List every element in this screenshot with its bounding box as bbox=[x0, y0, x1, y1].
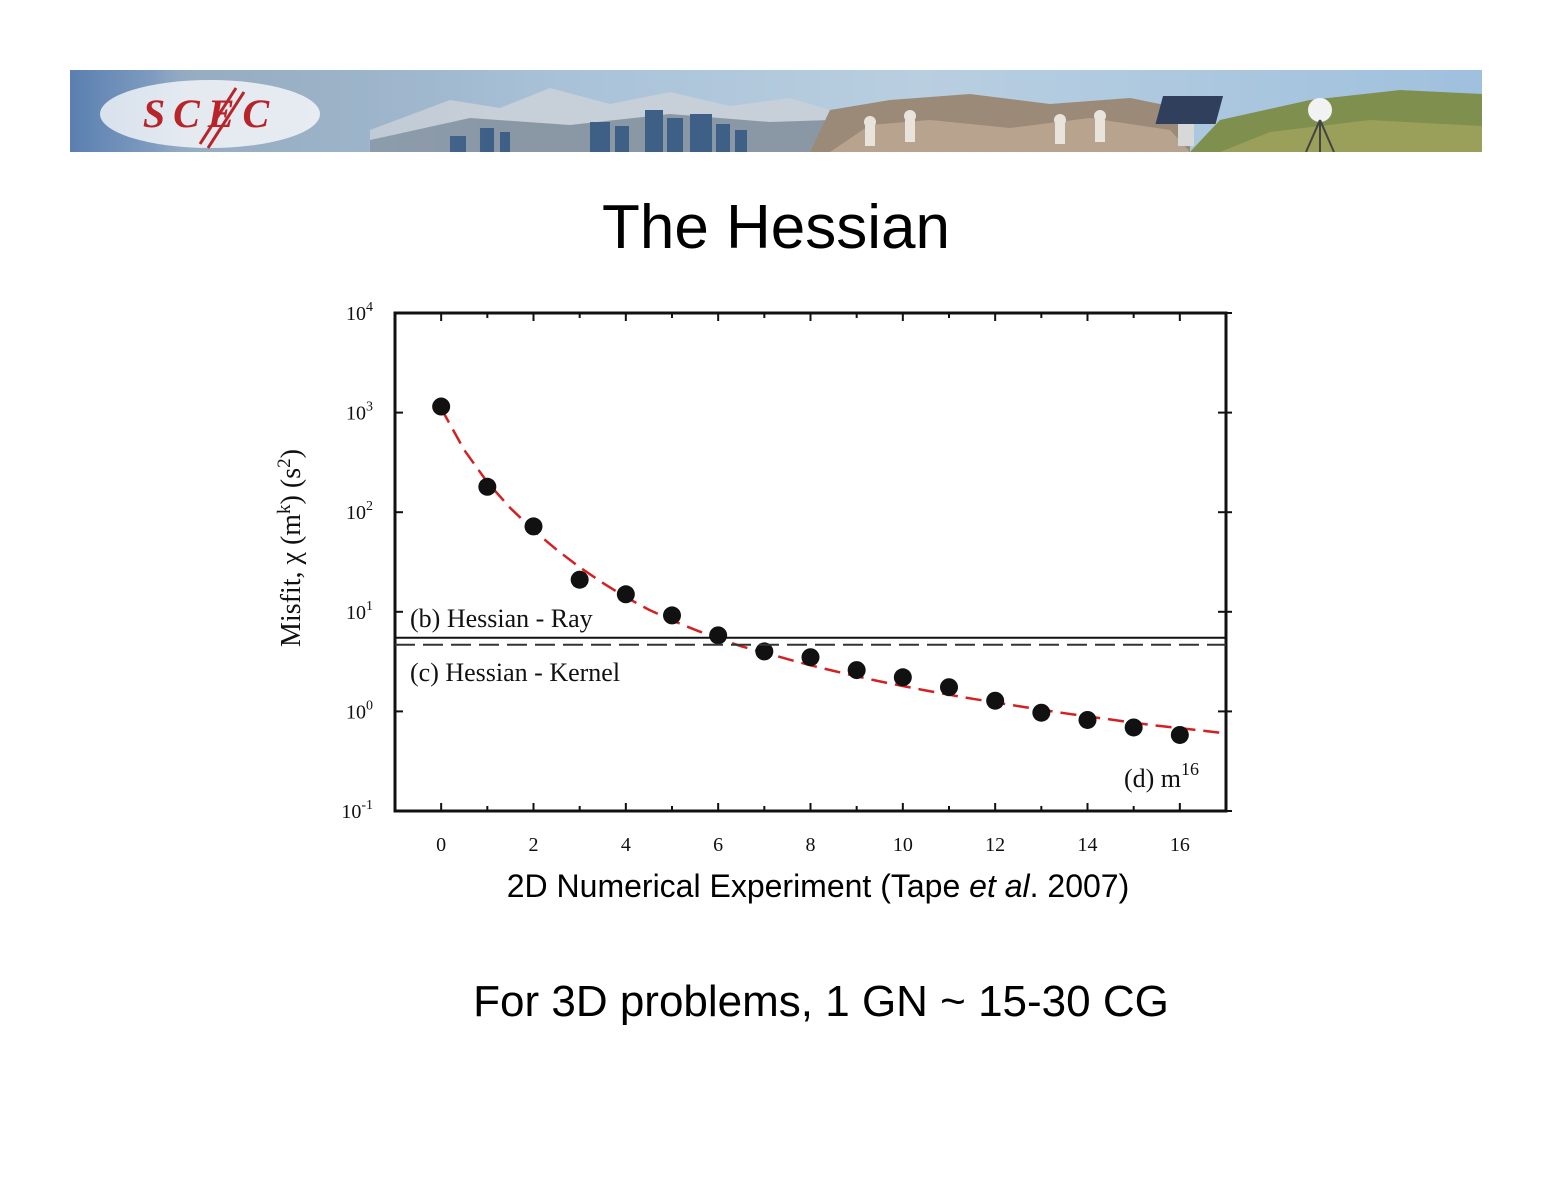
slide-title: The Hessian bbox=[601, 193, 951, 262]
x-tick-label: 12 bbox=[985, 834, 1005, 856]
y-tick-label: 10-1 bbox=[341, 798, 373, 823]
y-tick-label: 104 bbox=[346, 300, 373, 325]
header-banner: SCEC bbox=[70, 70, 1482, 152]
data-point bbox=[478, 477, 497, 496]
y-tick-label: 102 bbox=[346, 499, 373, 524]
data-point bbox=[616, 585, 635, 604]
x-tick-label: 8 bbox=[806, 834, 816, 856]
data-point bbox=[1032, 703, 1051, 722]
plot-frame bbox=[393, 311, 1228, 813]
annotation-model-iteration: (d) m16 bbox=[1124, 759, 1199, 793]
data-point bbox=[801, 648, 820, 667]
y-tick-label: 101 bbox=[346, 599, 373, 624]
svg-text:SCEC: SCEC bbox=[143, 91, 277, 136]
x-tick-label: 4 bbox=[621, 834, 631, 856]
data-point bbox=[663, 606, 681, 625]
x-tick-label: 10 bbox=[893, 834, 913, 856]
annotation-hessian-ray: (b) Hessian - Ray bbox=[410, 604, 593, 633]
data-point bbox=[432, 397, 451, 416]
data-point bbox=[893, 668, 912, 687]
data-point bbox=[986, 691, 1005, 710]
chart-caption: 2D Numerical Experiment (Tape et al. 200… bbox=[400, 866, 1236, 906]
caption-end: . 2007) bbox=[1029, 868, 1130, 904]
x-tick-label: 2 bbox=[529, 834, 539, 856]
data-point bbox=[755, 642, 774, 661]
y-tick-label: 100 bbox=[346, 698, 373, 723]
x-tick-label: 6 bbox=[713, 834, 723, 856]
scec-logo: SCEC bbox=[143, 87, 277, 149]
caption-main: 2D Numerical Experiment (Tape bbox=[506, 868, 970, 904]
annotation-hessian-kernel: (c) Hessian - Kernel bbox=[410, 658, 620, 687]
data-point bbox=[847, 661, 866, 680]
x-tick-label: 16 bbox=[1170, 834, 1190, 856]
y-tick-label: 103 bbox=[346, 400, 373, 425]
data-point bbox=[570, 570, 589, 589]
x-tick-label: 0 bbox=[436, 834, 446, 856]
data-point bbox=[940, 678, 958, 697]
data-point bbox=[1170, 725, 1189, 744]
x-tick-label: 14 bbox=[1078, 834, 1098, 856]
y-axis-label: Misfit, χ (mk) (s2) bbox=[274, 449, 307, 647]
data-point bbox=[1078, 710, 1097, 729]
data-point bbox=[1124, 718, 1143, 737]
caption-italic: et al bbox=[969, 868, 1030, 904]
data-point bbox=[524, 517, 543, 536]
bottom-note: For 3D problems, 1 GN ~ 15-30 CG bbox=[473, 977, 1169, 1026]
data-point bbox=[709, 626, 728, 645]
